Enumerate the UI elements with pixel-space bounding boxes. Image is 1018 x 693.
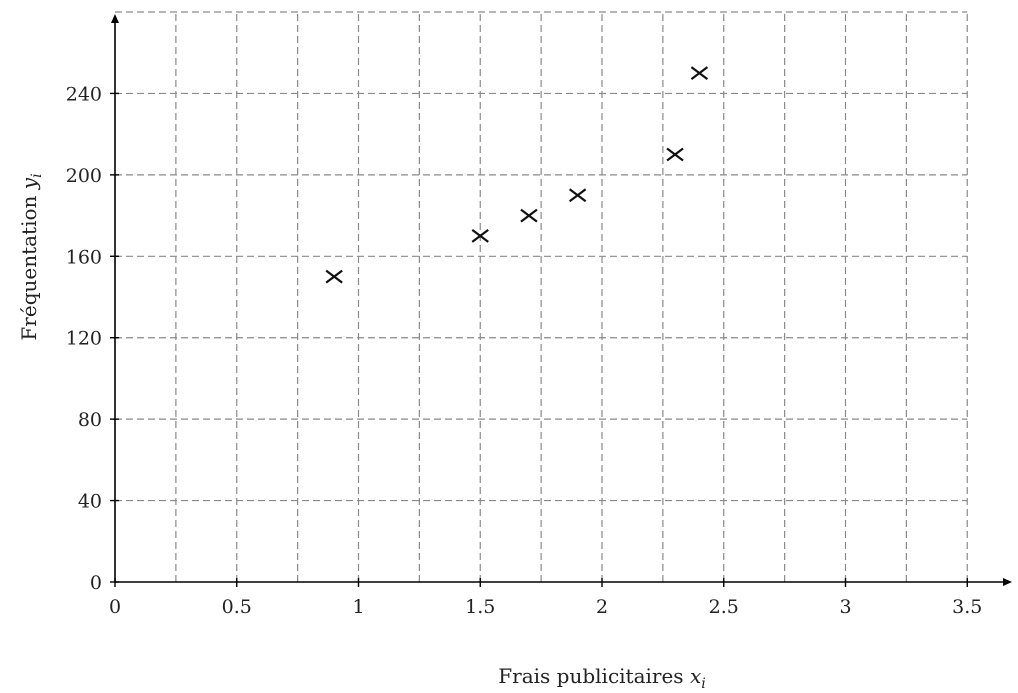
x-axis-title-sub: i bbox=[701, 676, 705, 692]
data-point-3 bbox=[568, 188, 587, 203]
y-axis-title-var: y bbox=[17, 177, 41, 190]
data-point-2 bbox=[520, 208, 538, 223]
y-tick-label: 160 bbox=[66, 246, 102, 268]
x-tick-label: 0.5 bbox=[222, 596, 252, 618]
x-tick-label: 2 bbox=[596, 596, 608, 618]
y-tick-label: 120 bbox=[66, 328, 102, 350]
x-axis-title-text: Frais publicitaires bbox=[498, 664, 690, 688]
data-point-5 bbox=[690, 66, 709, 80]
y-tick-label: 40 bbox=[78, 491, 102, 513]
data-point-stroke-b bbox=[471, 229, 489, 243]
data-point-stroke-b bbox=[568, 188, 587, 203]
data-point-4 bbox=[666, 147, 684, 162]
y-axis-title-text: Fréquentation bbox=[17, 189, 41, 340]
data-point-1 bbox=[471, 229, 489, 243]
y-tick-label: 240 bbox=[66, 83, 102, 105]
x-axis-title: Frais publicitaires xi bbox=[498, 664, 705, 692]
x-tick-label: 2.5 bbox=[709, 596, 739, 618]
y-axis-title: Fréquentation yi bbox=[17, 173, 45, 340]
y-tick-label: 0 bbox=[90, 572, 102, 594]
data-point-stroke-b bbox=[690, 66, 709, 80]
x-tick-label: 3 bbox=[839, 596, 851, 618]
data-point-stroke-b bbox=[325, 269, 343, 284]
x-tick-label: 1 bbox=[352, 596, 364, 618]
x-tick-label: 0 bbox=[109, 596, 121, 618]
data-point-stroke-b bbox=[520, 208, 538, 223]
y-tick-label: 80 bbox=[78, 409, 102, 431]
x-tick-label: 1.5 bbox=[465, 596, 495, 618]
y-axis-title-sub: i bbox=[29, 173, 45, 177]
data-points bbox=[325, 66, 709, 284]
x-tick-label: 3.5 bbox=[952, 596, 982, 618]
axes bbox=[111, 14, 1012, 586]
x-axis-arrow bbox=[1003, 578, 1012, 586]
data-point-stroke-b bbox=[666, 147, 684, 162]
y-tick-label: 200 bbox=[66, 165, 102, 187]
x-axis-title-var: x bbox=[690, 664, 701, 688]
grid-lines bbox=[115, 11, 968, 582]
ticks: 0 0.5 1 1.5 2 2.5 3 3.5 0 40 80 120 160 200 240 bbox=[66, 83, 983, 618]
data-point-0 bbox=[325, 269, 343, 284]
y-axis-arrow bbox=[111, 14, 119, 23]
